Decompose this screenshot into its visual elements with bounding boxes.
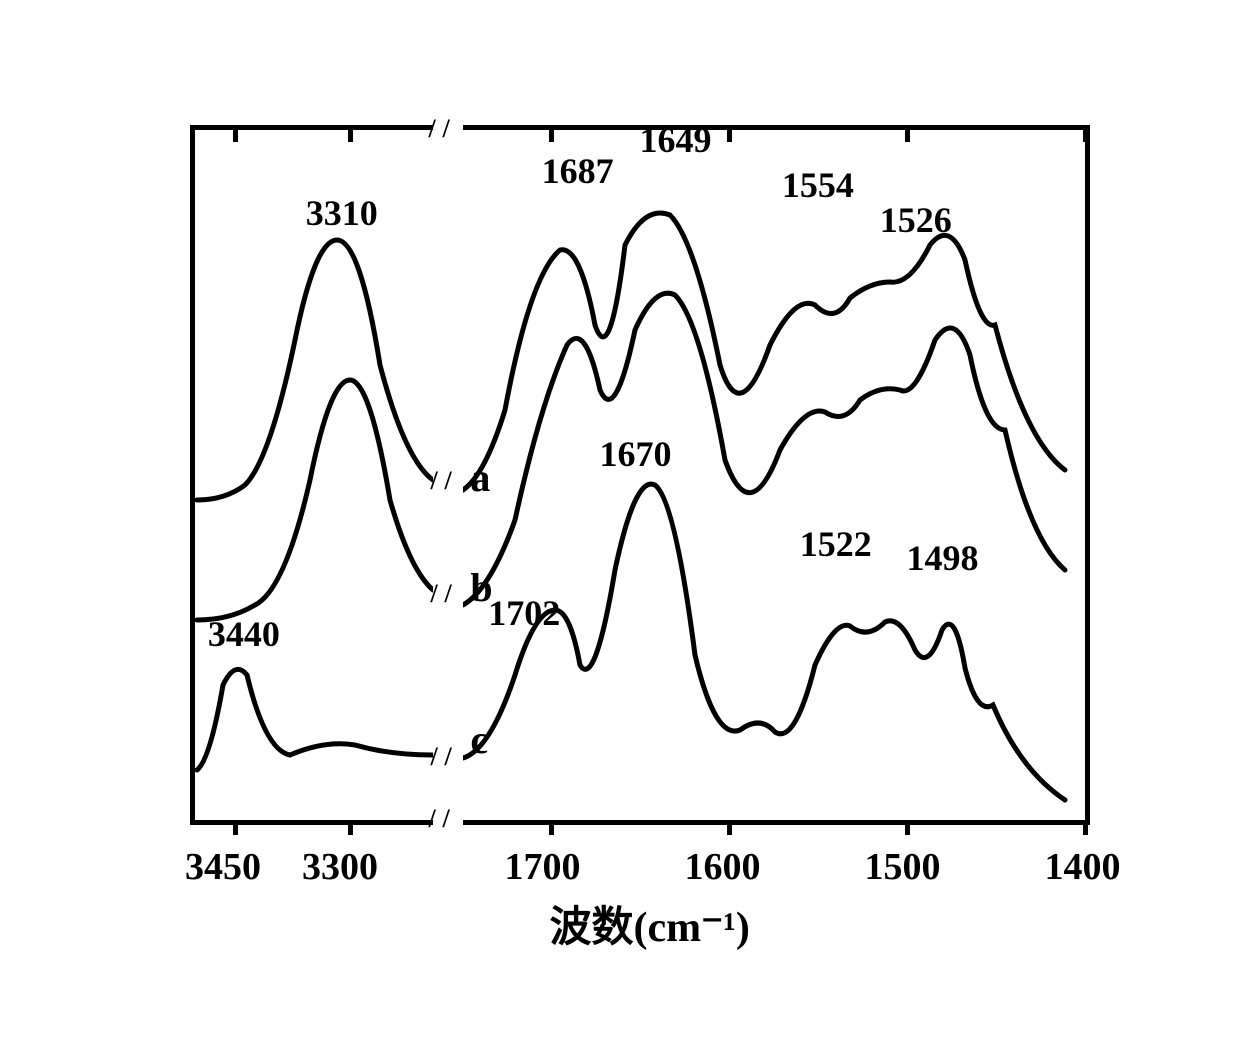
- peak-label-1526: 1526: [880, 199, 952, 241]
- peak-label-1670: 1670: [599, 433, 671, 475]
- series-label-a: a: [470, 454, 490, 501]
- peak-label-1702: 1702: [488, 592, 560, 634]
- x-axis-label: 波数(cm⁻¹): [550, 893, 750, 954]
- peak-label-1498: 1498: [907, 537, 979, 579]
- tick-mark-top: [549, 130, 554, 142]
- series-label-c: c: [470, 716, 488, 763]
- tick-label-1400: 1400: [1045, 845, 1121, 889]
- peak-label-1687: 1687: [542, 150, 614, 192]
- peak-label-1649: 1649: [640, 119, 712, 161]
- tick-label-1700: 1700: [505, 845, 581, 889]
- tick-mark: [549, 820, 554, 835]
- tick-mark-top: [233, 130, 238, 142]
- tick-label-3300: 3300: [302, 845, 378, 889]
- tick-mark: [727, 820, 732, 835]
- tick-mark-top: [727, 130, 732, 142]
- tick-mark: [233, 820, 238, 835]
- tick-mark: [905, 820, 910, 835]
- peak-label-3440: 3440: [208, 613, 280, 655]
- axis-break-top: / /: [433, 122, 463, 138]
- tick-label-3450: 3450: [185, 845, 261, 889]
- tick-mark: [1083, 820, 1088, 835]
- peak-label-3310: 3310: [306, 192, 378, 234]
- axis-break-bottom: / /: [433, 812, 463, 828]
- tick-mark-top: [1083, 130, 1088, 142]
- tick-mark-top: [905, 130, 910, 142]
- tick-mark: [348, 820, 353, 835]
- peak-label-1554: 1554: [782, 164, 854, 206]
- plot-area: / / / / / / / / / / 33101687164915541526…: [190, 125, 1090, 825]
- series-label-b: b: [470, 564, 492, 611]
- spectrum-c: [197, 484, 1065, 800]
- tick-label-1600: 1600: [685, 845, 761, 889]
- ir-spectrum-chart: / / / / / / / / / / 33101687164915541526…: [130, 105, 1130, 955]
- tick-mark-top: [348, 130, 353, 142]
- peak-label-1522: 1522: [800, 523, 872, 565]
- tick-label-1500: 1500: [865, 845, 941, 889]
